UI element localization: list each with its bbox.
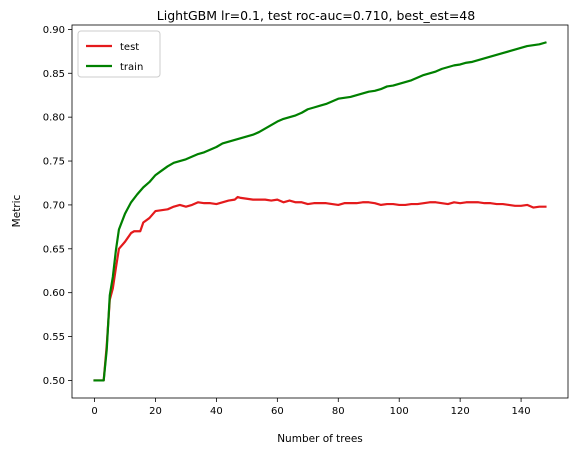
y-tick-label: 0.80	[43, 113, 65, 124]
y-axis: 0.50 0.55 0.60 0.65 0.70 0.75 0.80 0.85 0.90	[43, 25, 72, 387]
y-tick-label: 0.75	[43, 157, 65, 168]
x-tick-label: 100	[390, 406, 409, 417]
legend-label-train: train	[120, 62, 143, 73]
y-tick-label: 0.55	[43, 332, 65, 343]
x-axis: 0 20 40 60 80 100 120 140	[91, 398, 531, 417]
plot-frame	[71, 24, 569, 399]
y-tick-label: 0.85	[43, 69, 65, 80]
legend-box	[77, 30, 161, 78]
plot-area	[71, 24, 569, 399]
x-tick-label: 0	[91, 406, 97, 417]
y-tick-label: 0.90	[43, 25, 65, 36]
y-tick-label: 0.60	[43, 288, 65, 299]
legend-label-test: test	[120, 42, 139, 53]
x-tick-label: 60	[271, 406, 284, 417]
x-tick-label: 40	[210, 406, 223, 417]
series-layer	[93, 41, 547, 382]
y-tick-label: 0.70	[43, 200, 65, 211]
y-axis-label: Metric	[11, 194, 23, 227]
y-tick-label: 0.50	[43, 376, 65, 387]
legend: test train	[77, 30, 161, 78]
series-line-train	[93, 41, 547, 382]
x-tick-label: 120	[451, 406, 470, 417]
y-tick-label: 0.65	[43, 244, 65, 255]
x-tick-label: 80	[332, 406, 345, 417]
x-tick-label: 140	[512, 406, 531, 417]
series-line-test	[93, 195, 547, 382]
chart-title: LightGBM lr=0.1, test roc-auc=0.710, bes…	[157, 8, 475, 23]
x-axis-label: Number of trees	[277, 433, 363, 445]
x-tick-label: 20	[149, 406, 162, 417]
